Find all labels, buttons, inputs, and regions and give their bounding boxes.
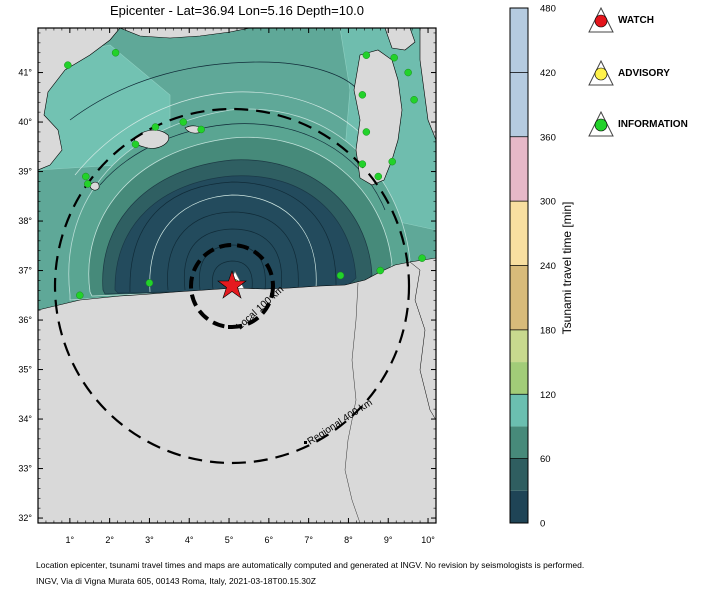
lat-tick-label: 41° — [18, 68, 32, 78]
local-label-marker — [228, 325, 232, 329]
lon-tick-label: 6° — [265, 535, 274, 545]
lat-tick-label: 39° — [18, 167, 32, 177]
lon-tick-label: 1° — [66, 535, 75, 545]
colorbar-tick-label: 300 — [540, 197, 556, 208]
colorbar-tick-label: 420 — [540, 68, 556, 79]
lat-tick-label: 40° — [18, 117, 32, 127]
information-station-marker[interactable] — [418, 254, 426, 262]
information-station-marker[interactable] — [197, 125, 205, 134]
information-station-marker[interactable] — [362, 51, 371, 59]
colorbar-tick-label: 480 — [540, 4, 556, 15]
map-title: Epicenter - Lat=36.94 Lon=5.16 Depth=10.… — [109, 3, 365, 18]
tunisia-coast — [409, 257, 436, 421]
regional-label-marker — [304, 441, 307, 444]
information-station-marker[interactable] — [410, 96, 418, 104]
information-station-marker[interactable] — [64, 61, 72, 69]
footer-credit: INGV, Via di Vigna Murata 605, 00143 Rom… — [36, 576, 316, 586]
information-station-marker[interactable] — [82, 172, 90, 181]
information-station-marker[interactable] — [376, 266, 385, 275]
colorbar-band — [510, 490, 528, 523]
colorbar-band — [510, 426, 528, 459]
lon-tick-label: 4° — [185, 535, 194, 545]
land-spain — [38, 28, 121, 171]
legend-advisory: ADVISORY — [588, 60, 670, 86]
legend-information-label: INFORMATION — [618, 118, 688, 130]
information-station-marker[interactable] — [404, 68, 412, 77]
map-panel[interactable]: Local 100 km Regional 400 km 1° 2° 3° 4° 5° 6… — [18, 27, 437, 545]
colorbar-tick-label: 0 — [540, 519, 545, 530]
lon-tick-label: 7° — [304, 535, 313, 545]
legend-advisory-label: ADVISORY — [618, 67, 670, 79]
information-station-marker[interactable] — [145, 279, 154, 287]
footer-disclaimer: Location epicenter, tsunami travel times… — [36, 560, 585, 570]
lat-tick-label: 32° — [18, 513, 32, 523]
country-borders — [344, 282, 361, 523]
colorbar-band — [510, 458, 528, 491]
information-station-marker[interactable] — [111, 49, 120, 57]
colorbar-tick-label: 240 — [540, 261, 556, 272]
lat-tick-label: 35° — [18, 365, 32, 375]
watch-warning-icon — [588, 7, 614, 33]
travel-time-band-0-30 — [114, 175, 357, 294]
lat-tick-label: 34° — [18, 414, 32, 424]
lon-tick-label: 3° — [145, 535, 154, 545]
information-station-marker[interactable] — [358, 160, 367, 168]
information-station-marker[interactable] — [84, 180, 92, 188]
information-station-marker[interactable] — [151, 123, 160, 131]
lon-tick-label: 2° — [105, 535, 114, 545]
land-france — [119, 28, 251, 39]
land-ibiza — [89, 181, 100, 191]
colorbar-tick-label: 180 — [540, 325, 556, 336]
land-sardinia — [353, 49, 403, 186]
colorbar-band — [510, 265, 528, 330]
legend-watch-label: WATCH — [618, 14, 654, 26]
colorbar-band — [510, 362, 528, 395]
legend-information: INFORMATION — [588, 111, 688, 137]
lon-tick-label: 8° — [344, 535, 353, 545]
lon-tick-label: 5° — [225, 535, 234, 545]
information-warning-icon — [588, 111, 614, 137]
epicenter-star — [217, 270, 247, 299]
colorbar: 0 60 120 180 240 300 360 420 480 — [509, 4, 556, 530]
map-axes: 1° 2° 3° 4° 5° 6° 7° 8° 9° 10° 32° 33° 34° 35° 36° 37° 3… — [18, 28, 437, 545]
information-station-marker[interactable] — [76, 291, 84, 300]
land-italy — [419, 28, 436, 141]
information-station-marker[interactable] — [362, 128, 371, 136]
colorbar-tick-label: 360 — [540, 132, 556, 143]
lat-tick-label: 33° — [18, 464, 32, 474]
colorbar-tick-label: 60 — [540, 454, 551, 465]
advisory-warning-icon — [588, 60, 614, 86]
legend-watch: WATCH — [588, 7, 654, 33]
information-station-marker[interactable] — [388, 157, 396, 166]
information-station-marker[interactable] — [374, 172, 383, 181]
lat-tick-label: 38° — [18, 216, 32, 226]
colorbar-tick-label: 120 — [540, 390, 556, 401]
colorbar-band — [510, 394, 528, 427]
lon-tick-label: 9° — [384, 535, 393, 545]
isochrone-lines — [69, 61, 386, 293]
information-station-marker[interactable] — [336, 271, 345, 280]
colorbar-band — [510, 136, 528, 202]
colorbar-band — [510, 201, 528, 266]
information-station-marker[interactable] — [390, 53, 398, 62]
regional-radius-circle — [53, 107, 411, 465]
information-station-marker[interactable] — [358, 91, 367, 99]
information-station-marker[interactable] — [179, 118, 188, 126]
lat-tick-label: 37° — [18, 266, 32, 276]
lat-tick-label: 36° — [18, 315, 32, 325]
colorbar-band — [510, 329, 528, 363]
lon-tick-label: 10° — [421, 535, 435, 545]
information-station-marker[interactable] — [131, 140, 140, 149]
land-corsica — [384, 28, 416, 51]
